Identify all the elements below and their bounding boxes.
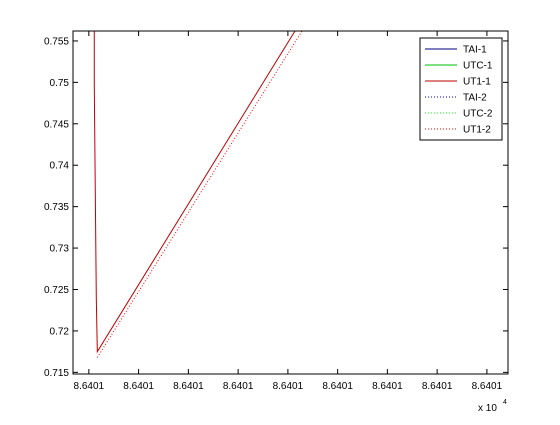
x-exponent-label: x 10: [478, 403, 497, 414]
x-tick-label: 8.6401: [322, 381, 353, 392]
x-exponent-power: 4: [503, 399, 507, 406]
y-tick-label: 0.725: [44, 285, 69, 296]
y-tick-label: 0.755: [44, 36, 69, 47]
series-line-ut1-1: [93, 31, 296, 354]
y-tick-labels: 0.715 0.72 0.725 0.73 0.735 0.74 0.745 0.75 0.75…: [44, 36, 69, 378]
x-tick-label: 8.6401: [74, 381, 105, 392]
y-tick-label: 0.74: [50, 161, 70, 172]
x-tick-labels: 8.6401 8.6401 8.6401 8.6401 8.6401 8.6401 8.64…: [74, 381, 503, 392]
y-tick-label: 0.735: [44, 202, 69, 213]
series-layer: [93, 31, 303, 358]
series-line-ut1-2: [96, 31, 303, 358]
y-tick-label: 0.715: [44, 368, 69, 379]
x-tick-label: 8.6401: [173, 381, 204, 392]
x-tick-label: 8.6401: [123, 381, 154, 392]
x-tick-label: 8.6401: [472, 381, 503, 392]
legend-label: UTC-2: [463, 109, 493, 120]
y-tick-label: 0.745: [44, 119, 69, 130]
plot-area-frame: [72, 30, 509, 375]
ticks-layer: [73, 31, 508, 374]
legend: TAI-1 UTC-1 UT1-1 TAI-2 UTC-2 UT1-2: [419, 37, 503, 141]
x-tick-label: 8.6401: [372, 381, 403, 392]
legend-label: TAI-1: [463, 45, 487, 56]
legend-label: TAI-2: [463, 93, 487, 104]
x-tick-label: 8.6401: [223, 381, 254, 392]
y-tick-label: 0.72: [50, 326, 70, 337]
legend-label: UT1-2: [463, 125, 491, 136]
legend-label: UTC-1: [463, 61, 493, 72]
y-tick-label: 0.75: [50, 78, 70, 89]
x-tick-label: 8.6401: [273, 381, 304, 392]
legend-box: [419, 37, 503, 141]
y-tick-label: 0.73: [50, 244, 70, 255]
x-tick-label: 8.6401: [422, 381, 453, 392]
legend-label: UT1-1: [463, 77, 491, 88]
